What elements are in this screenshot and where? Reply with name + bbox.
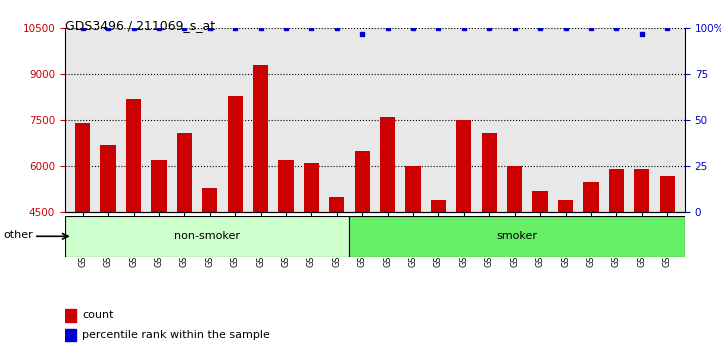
- Bar: [100, 145, 115, 350]
- Bar: [278, 160, 293, 350]
- Bar: [456, 120, 472, 350]
- Bar: [634, 170, 650, 350]
- Bar: [507, 166, 522, 350]
- Bar: [533, 191, 548, 350]
- Text: count: count: [82, 310, 113, 320]
- Bar: [431, 200, 446, 350]
- Bar: [405, 166, 420, 350]
- Bar: [355, 151, 370, 350]
- Bar: [329, 197, 345, 350]
- Bar: [660, 176, 675, 350]
- Bar: [65, 216, 349, 257]
- Bar: [228, 96, 243, 350]
- Text: percentile rank within the sample: percentile rank within the sample: [82, 330, 270, 340]
- Bar: [202, 188, 217, 350]
- Bar: [304, 163, 319, 350]
- Bar: [558, 200, 573, 350]
- Text: smoker: smoker: [497, 231, 538, 241]
- Bar: [126, 99, 141, 350]
- Bar: [609, 170, 624, 350]
- Bar: [65, 309, 76, 321]
- Bar: [253, 65, 268, 350]
- Text: other: other: [4, 230, 33, 240]
- Bar: [75, 124, 90, 350]
- Bar: [583, 182, 598, 350]
- Text: non-smoker: non-smoker: [174, 231, 240, 241]
- Bar: [380, 117, 395, 350]
- Bar: [349, 216, 685, 257]
- Bar: [151, 160, 167, 350]
- Text: GDS3496 / 211069_s_at: GDS3496 / 211069_s_at: [65, 19, 215, 33]
- Bar: [65, 329, 76, 341]
- Bar: [482, 133, 497, 350]
- Bar: [177, 133, 192, 350]
